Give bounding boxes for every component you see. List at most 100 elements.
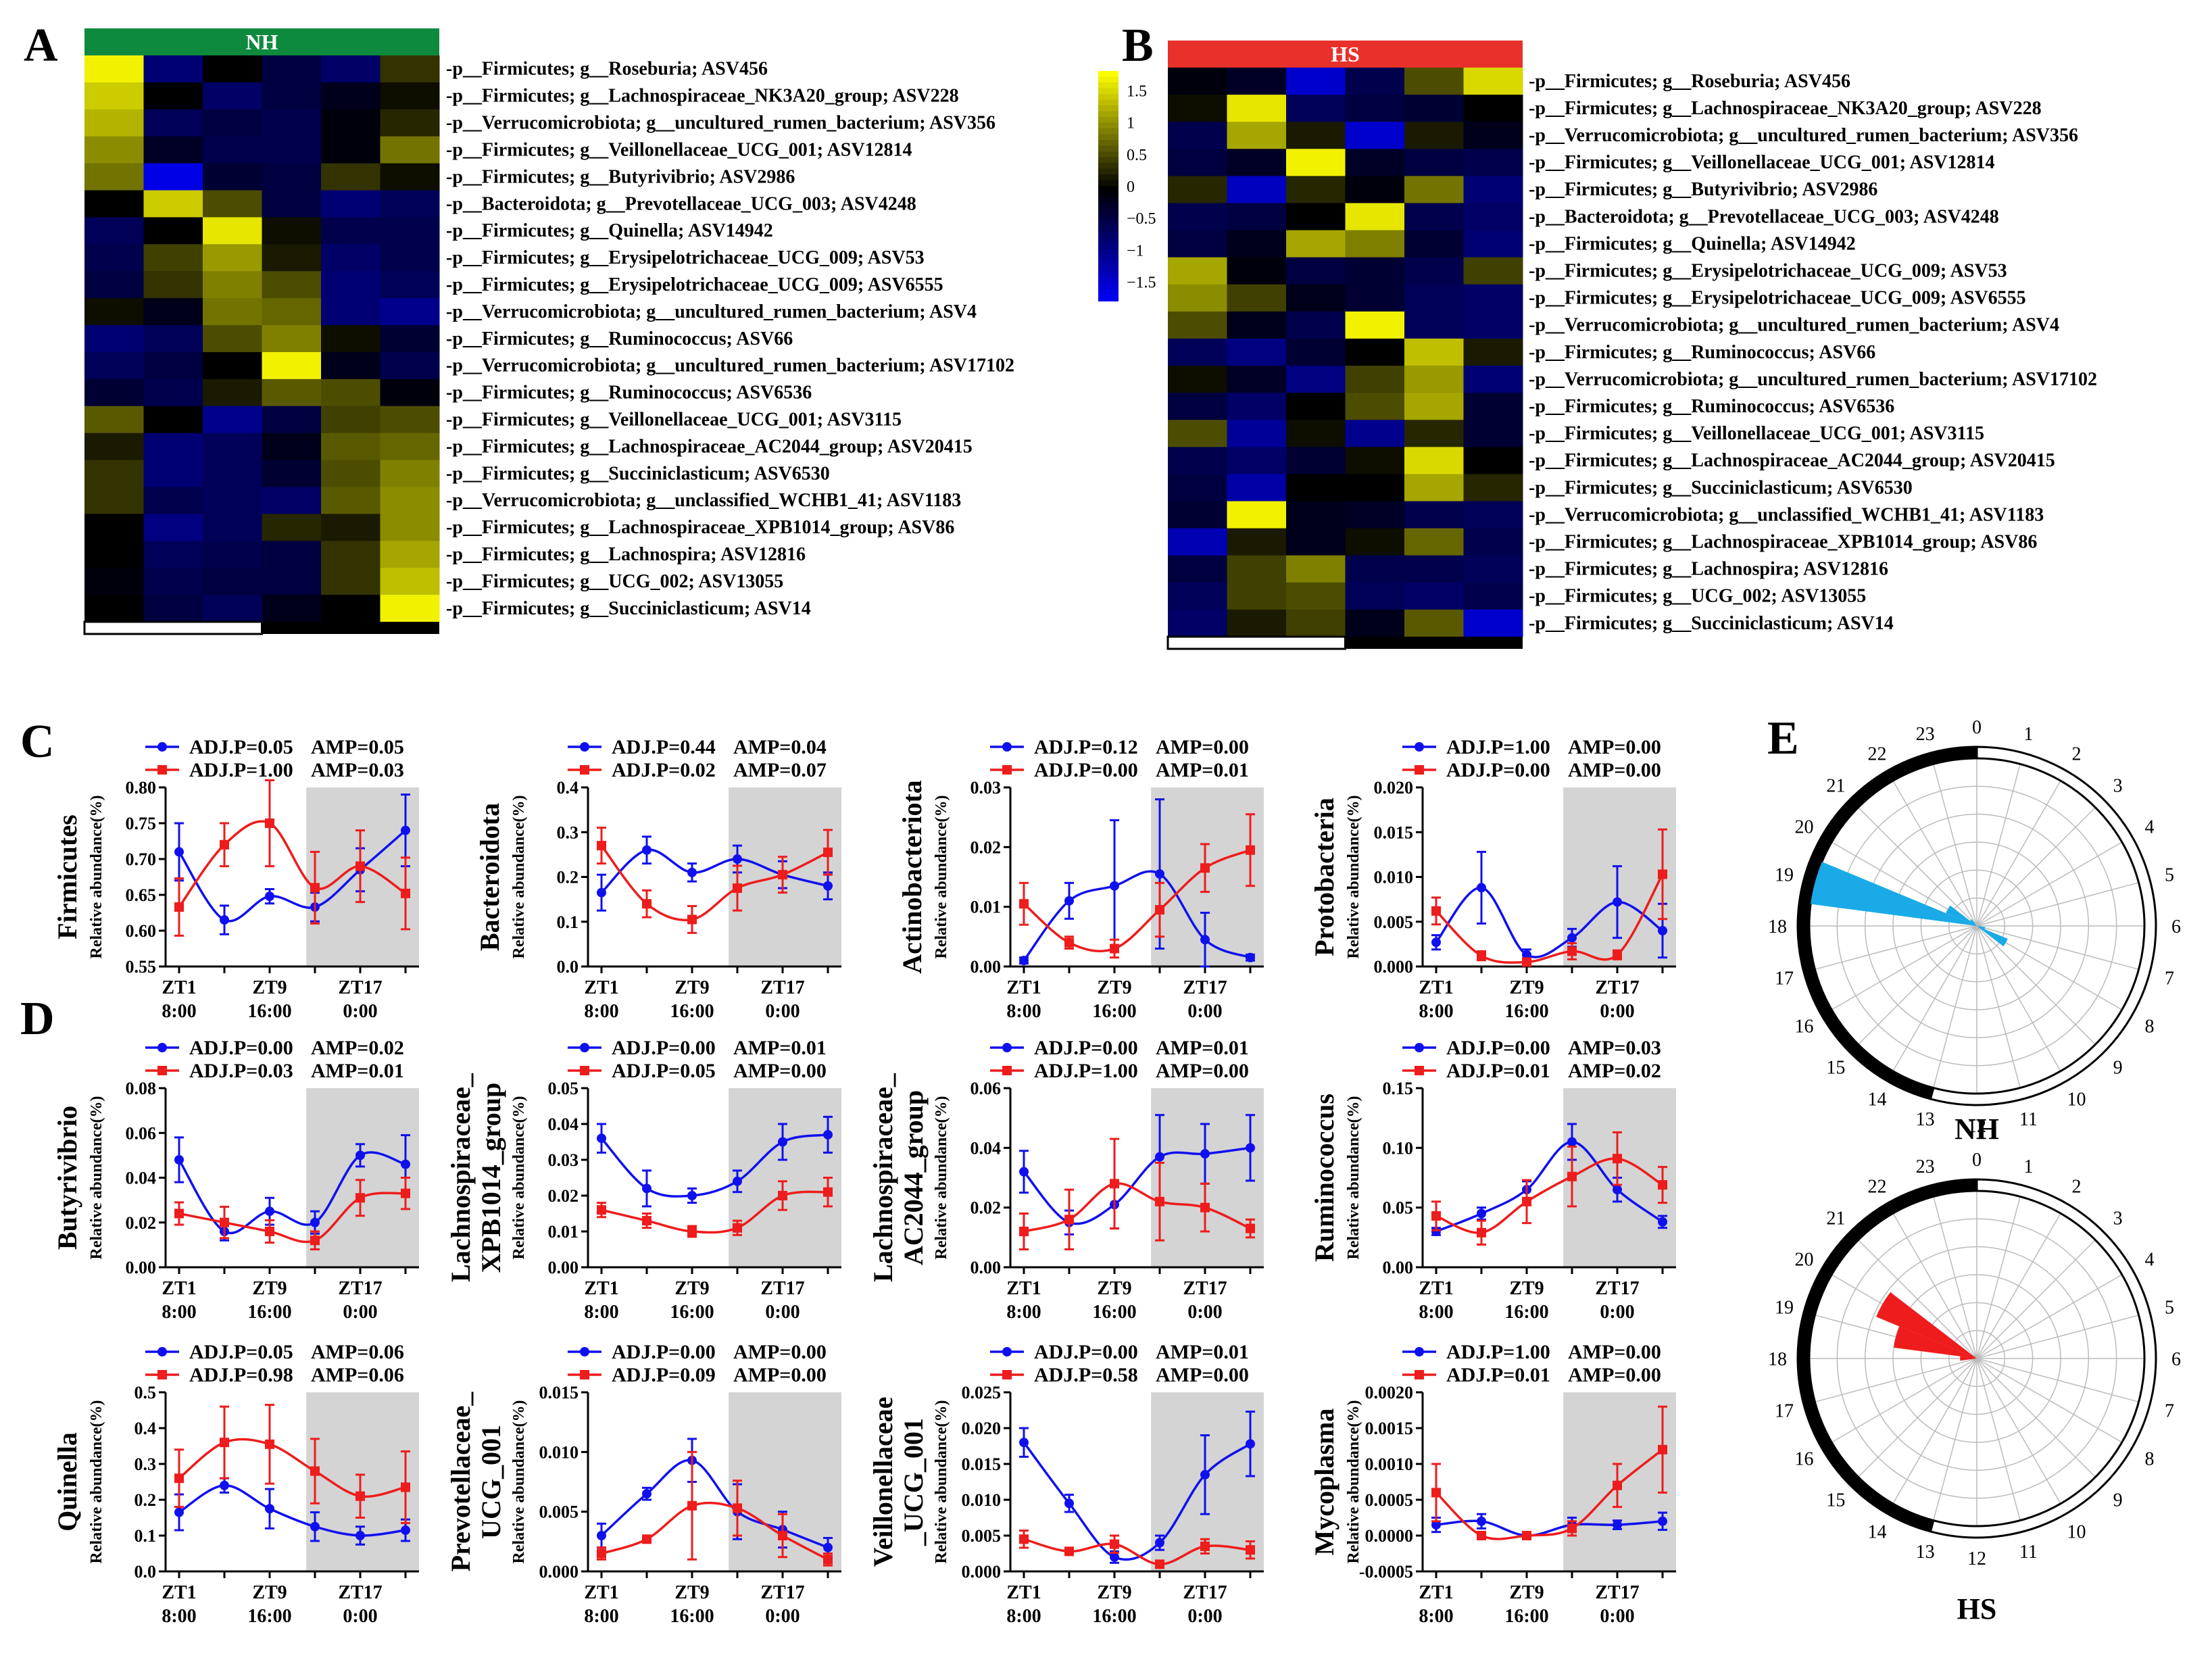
- y-tick-label: 0.00: [1383, 1258, 1414, 1277]
- data-point-blue: [687, 867, 697, 877]
- legend-marker-blue: [1415, 1043, 1424, 1052]
- data-point-red: [778, 1531, 787, 1540]
- legend-amp-red: AMP=0.00: [1156, 1060, 1249, 1082]
- data-point-blue: [1431, 1520, 1441, 1530]
- heatmap-cell: [1286, 528, 1346, 556]
- heatmap-cell: [380, 109, 440, 137]
- data-point-red: [642, 1216, 652, 1226]
- heatmap-cell: [1286, 555, 1346, 583]
- data-point-blue: [174, 847, 184, 857]
- data-point-red: [597, 1548, 606, 1559]
- y-axis-title: Ruminococcus: [1309, 1094, 1340, 1262]
- legend-amp-blue: AMP=0.03: [1568, 1037, 1661, 1059]
- line-panel-firmicutes: 0.55 0.60 0.65 0.70 0.75 0.80 ZT1 8:00 ZT9 16:00 Z…: [52, 736, 419, 1022]
- heatmap-cell: [321, 82, 380, 110]
- data-point-blue: [1019, 956, 1029, 966]
- data-point-red: [1200, 1541, 1210, 1551]
- heatmap-cell: [203, 217, 262, 245]
- heatmap-cell: [380, 244, 440, 272]
- heatmap-cell: [143, 217, 203, 245]
- legend-swatch: [1098, 278, 1119, 285]
- polar-spoke: [1976, 1358, 2061, 1504]
- heatmap-cell: [1404, 149, 1464, 176]
- hour-label: 2: [2072, 1177, 2082, 1198]
- y-axis-label: Relative abundance(%): [88, 1400, 105, 1564]
- heatmap-cell: [262, 406, 322, 434]
- heatmap-cell: [1286, 311, 1346, 339]
- legend-swatch: [1098, 283, 1119, 290]
- polar-spoke: [1892, 925, 1977, 1072]
- heatmap-cell: [1286, 176, 1346, 203]
- data-point-red: [174, 1473, 184, 1484]
- hour-label: 22: [1868, 744, 1887, 765]
- line-panel-veillonellaceae: 0.000 0.005 0.010 0.015 0.020 0.025 ZT1 8:00 ZT9…: [868, 1341, 1264, 1627]
- legend-amp-blue: AMP=0.01: [733, 1037, 827, 1059]
- heatmap-row-label: -p__Firmicutes; g__Succiniclasticum; ASV…: [446, 463, 830, 484]
- heatmap-row-label: -p__Verrucomicrobiota; g__unclassified_W…: [1529, 504, 2044, 525]
- line-chart-layer: 0.55 0.60 0.65 0.70 0.75 0.80 ZT1 8:00 ZT9 16:00 Z…: [52, 736, 1676, 1627]
- data-point-blue: [355, 1150, 365, 1160]
- heatmap-cell: [1227, 420, 1287, 447]
- data-point-blue: [1200, 1469, 1210, 1479]
- heatmap-cell: [84, 514, 144, 541]
- data-point-blue: [265, 1206, 274, 1217]
- legend-swatch: [1098, 105, 1119, 112]
- data-point-blue: [597, 887, 606, 898]
- data-point-blue: [1477, 1516, 1486, 1526]
- y-axis-title-2: XPB1014_group: [476, 1083, 506, 1273]
- heatmap-cell: [143, 271, 203, 299]
- heatmap-cell: [262, 433, 322, 461]
- legend-amp-red: AMP=0.01: [311, 1060, 404, 1082]
- heatmap-cell: [1463, 311, 1523, 339]
- legend-adjp-red: ADJ.P=1.00: [1034, 1060, 1138, 1082]
- hour-label: 19: [1775, 1298, 1794, 1319]
- data-point-red: [1431, 1211, 1441, 1221]
- data-point-blue: [265, 1504, 274, 1514]
- heatmap-cell: [84, 433, 144, 461]
- heatmap-cell: [143, 190, 203, 218]
- heatmap-row-label: -p__Firmicutes; g__Erysipelotrichaceae_U…: [1529, 288, 2026, 309]
- legend-marker-red: [1002, 1066, 1012, 1075]
- hour-label: 10: [2067, 1089, 2086, 1110]
- data-point-blue: [1477, 883, 1486, 893]
- x-tick-label: ZT17: [760, 1278, 804, 1299]
- data-point-red: [401, 1188, 410, 1198]
- polar-spoke: [1858, 807, 1977, 927]
- data-point-red: [1658, 1180, 1667, 1190]
- heatmap-cell: [1345, 420, 1405, 447]
- heatmap-cell: [1227, 311, 1287, 339]
- data-point-red: [1155, 1559, 1164, 1569]
- legend-swatch: [1098, 191, 1119, 198]
- data-point-red: [174, 902, 184, 912]
- heatmap-cell: [143, 568, 203, 595]
- y-tick-label: 0.01: [970, 898, 1002, 917]
- data-point-red: [310, 1235, 320, 1246]
- hour-label: 7: [2165, 968, 2174, 989]
- legend-swatch: [1098, 140, 1119, 147]
- polar-spoke: [1858, 925, 1977, 1045]
- heatmap-bottom-bar-dark: [1345, 637, 1523, 649]
- data-point-blue: [597, 1531, 606, 1540]
- legend-amp-red: AMP=0.00: [1156, 1364, 1249, 1386]
- legend-amp-blue: AMP=0.05: [311, 736, 404, 758]
- heatmap-cell: [1227, 582, 1287, 610]
- data-point-blue: [401, 1525, 410, 1536]
- polar-spoke: [1831, 1358, 1977, 1443]
- polar-spoke: [1892, 780, 1977, 927]
- heatmap-cell: [1345, 582, 1405, 610]
- polar-spoke: [1858, 1358, 1977, 1477]
- legend-swatch: [1098, 272, 1119, 278]
- legend-swatch: [1098, 122, 1119, 129]
- x-tick-time-label: 0:00: [1187, 1001, 1222, 1022]
- y-tick-label: 0.015: [539, 1383, 579, 1402]
- polar-spoke: [1933, 925, 1977, 1088]
- y-axis-label: Relative abundance(%): [933, 1096, 950, 1260]
- x-tick-label: ZT1: [1419, 977, 1453, 998]
- legend-marker-red: [157, 1370, 167, 1379]
- data-point-blue: [1431, 937, 1441, 948]
- legend-amp-red: AMP=0.00: [733, 1364, 827, 1386]
- data-point-red: [1431, 906, 1441, 916]
- y-tick-label: 0.1: [557, 912, 579, 932]
- data-point-blue: [355, 1531, 365, 1540]
- heatmap-cell: [1168, 338, 1227, 366]
